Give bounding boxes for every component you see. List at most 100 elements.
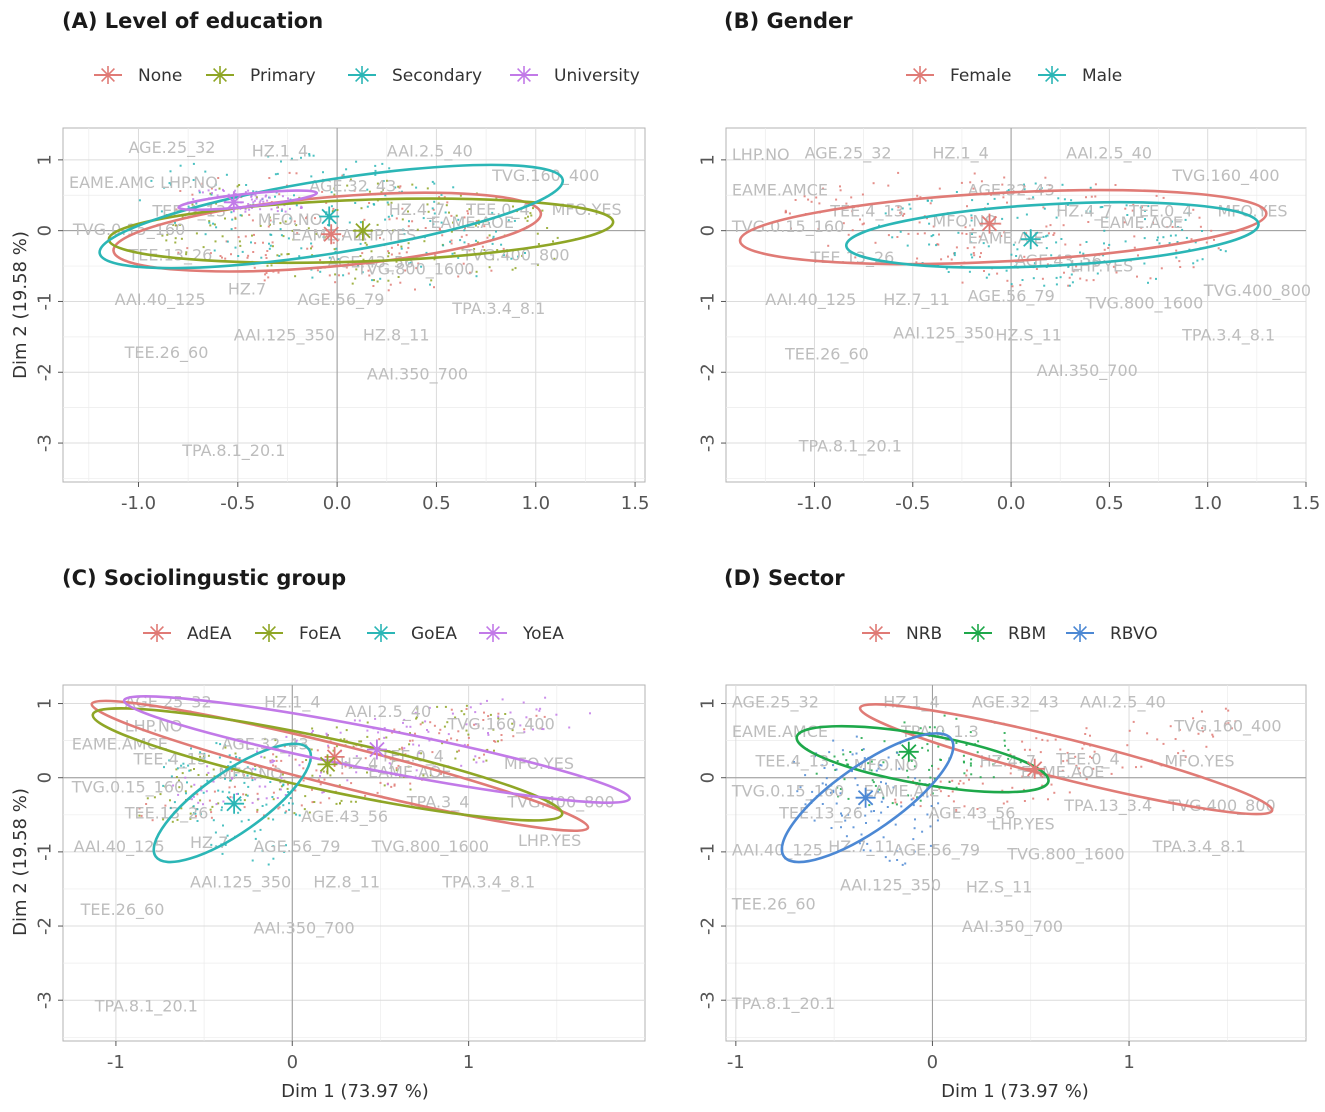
data-point (440, 772, 442, 775)
data-point (1015, 255, 1018, 257)
data-point (868, 761, 871, 764)
data-point (1114, 264, 1117, 267)
data-point (1011, 285, 1014, 288)
data-point (803, 195, 806, 198)
data-point (896, 859, 899, 861)
data-point (839, 189, 842, 192)
data-point (439, 228, 441, 231)
data-point (374, 164, 377, 167)
data-point (257, 797, 260, 800)
y-tick-label: 0 (34, 225, 55, 236)
data-point (843, 778, 846, 781)
data-point (929, 844, 932, 847)
data-point (491, 258, 494, 261)
data-point (1023, 255, 1026, 258)
data-point (323, 778, 326, 781)
data-point (1177, 752, 1180, 755)
data-point (929, 825, 932, 828)
data-point (926, 217, 928, 220)
data-point (860, 737, 863, 739)
data-point (1042, 206, 1045, 209)
data-point (251, 219, 254, 222)
data-point (467, 733, 470, 736)
data-point (930, 235, 933, 238)
data-point (285, 844, 287, 847)
data-point (532, 728, 534, 731)
data-point (872, 182, 875, 185)
data-point (971, 228, 974, 231)
legend-label: None (138, 66, 182, 86)
data-point (891, 802, 894, 805)
data-point (287, 237, 290, 240)
data-point (255, 196, 258, 199)
data-point (393, 759, 396, 762)
data-point (450, 242, 453, 245)
category-label: TPA.3.4_8.1 (441, 873, 535, 893)
data-point (928, 783, 931, 786)
data-point (992, 763, 995, 766)
data-point (799, 786, 802, 789)
data-point (174, 221, 176, 224)
data-point (873, 810, 875, 812)
data-point (1152, 221, 1154, 224)
legend-label: YoEA (522, 624, 564, 644)
data-point (192, 162, 195, 165)
y-tick-label: 1 (697, 154, 718, 165)
data-point (374, 169, 377, 172)
data-point (868, 768, 871, 771)
category-label: MFO.NO (932, 211, 997, 230)
data-point (265, 797, 268, 800)
data-point (419, 723, 422, 726)
data-point (527, 215, 529, 218)
data-point (1055, 276, 1058, 279)
data-point (339, 802, 341, 805)
data-point (1212, 735, 1215, 738)
panel-b-legend: Female Male (906, 66, 1122, 86)
data-point (228, 786, 231, 789)
data-point (987, 245, 990, 248)
data-point (1089, 755, 1092, 758)
data-point (363, 218, 366, 221)
data-point (264, 273, 267, 276)
data-point (355, 771, 358, 774)
y-tick-label: -2 (35, 917, 56, 935)
data-point (502, 247, 505, 250)
data-point (891, 236, 894, 239)
data-point (172, 223, 175, 226)
data-point (465, 704, 468, 707)
data-point (212, 780, 215, 783)
data-point (243, 799, 246, 802)
data-point (174, 224, 177, 227)
data-point (887, 184, 890, 187)
category-label: HZ.7_11 (883, 290, 950, 310)
category-label: LHP.YES (991, 815, 1054, 834)
data-point (1067, 265, 1070, 268)
data-point (400, 247, 403, 250)
data-point (539, 707, 542, 710)
data-point (311, 276, 314, 279)
data-point (1012, 243, 1015, 246)
category-label: AAI.125_350 (893, 323, 994, 343)
data-point (473, 723, 476, 726)
data-point (161, 234, 164, 237)
data-point (1057, 209, 1060, 212)
data-point (311, 774, 314, 777)
data-point (387, 252, 390, 255)
data-point (177, 251, 180, 254)
data-point (189, 812, 192, 815)
data-point (432, 223, 435, 226)
data-point (1019, 284, 1022, 287)
data-point (953, 254, 956, 257)
panel-a-centroids (223, 192, 373, 245)
data-point (897, 753, 900, 756)
data-point (450, 214, 453, 217)
data-point (284, 794, 287, 796)
data-point (321, 190, 324, 193)
data-point (231, 776, 234, 779)
data-point (438, 732, 441, 735)
data-point (304, 795, 307, 798)
data-point (432, 208, 435, 211)
data-point (459, 239, 462, 242)
data-point (1199, 225, 1202, 228)
data-point (380, 191, 383, 194)
